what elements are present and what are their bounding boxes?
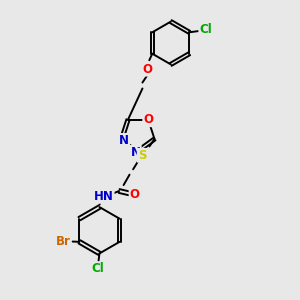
Text: N: N bbox=[119, 134, 129, 147]
Text: N: N bbox=[131, 146, 141, 159]
Text: HN: HN bbox=[94, 190, 114, 203]
Text: O: O bbox=[143, 63, 153, 76]
Text: O: O bbox=[143, 113, 153, 126]
Text: S: S bbox=[138, 149, 146, 162]
Text: O: O bbox=[130, 188, 140, 201]
Text: Cl: Cl bbox=[92, 262, 104, 275]
Text: Cl: Cl bbox=[199, 23, 212, 36]
Text: Br: Br bbox=[56, 235, 70, 248]
